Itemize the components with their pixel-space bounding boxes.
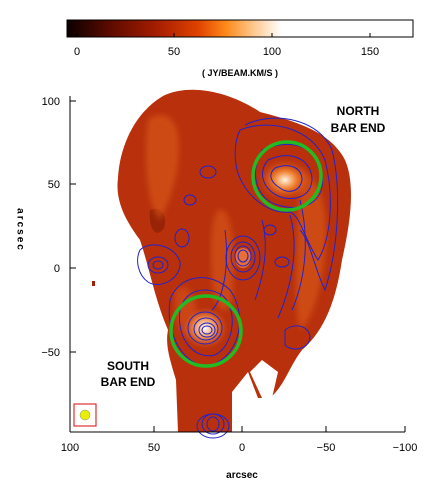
y-tick-100: 100 [42, 96, 60, 108]
x-axis-label: arcsec [226, 470, 258, 481]
x-tick-100: 100 [61, 442, 79, 454]
beam-ellipse [79, 409, 91, 421]
colorbar-tick-100: 100 [263, 46, 281, 58]
colorbar-tick-0: 0 [74, 46, 80, 58]
x-tick-50: 50 [148, 442, 160, 454]
y-axis-label: arcsec [15, 208, 26, 252]
colorbar-unit: ( JY/BEAM.KM/S ) [202, 68, 278, 78]
axes: 100 50 0 −50 100 50 0 −50 −100 arcsec ar… [15, 96, 418, 481]
north-label-line2: BAR END [331, 121, 386, 135]
y-tick-minus50: −50 [41, 347, 60, 359]
south-bar-end-circle [169, 294, 243, 368]
x-tick-minus50: −50 [317, 442, 336, 454]
south-label-line2: BAR END [101, 375, 156, 389]
y-tick-50: 50 [48, 179, 60, 191]
north-bar-end-circle [251, 140, 323, 212]
colorbar-tick-150: 150 [361, 46, 379, 58]
beam-box [73, 403, 97, 427]
contours [137, 117, 339, 439]
colorbar-tick-50: 50 [168, 46, 180, 58]
x-tick-0: 0 [239, 442, 245, 454]
annotations: NORTH BAR END SOUTH BAR END [101, 104, 386, 389]
y-tick-0: 0 [54, 263, 60, 275]
south-label-line1: SOUTH [107, 359, 149, 373]
x-tick-minus100: −100 [393, 442, 418, 454]
north-label-line1: NORTH [337, 104, 380, 118]
colorbar: 0 50 100 150 ( JY/BEAM.KM/S ) [66, 19, 414, 78]
beam-marker [73, 403, 97, 427]
colorbar-gradient [66, 19, 414, 38]
